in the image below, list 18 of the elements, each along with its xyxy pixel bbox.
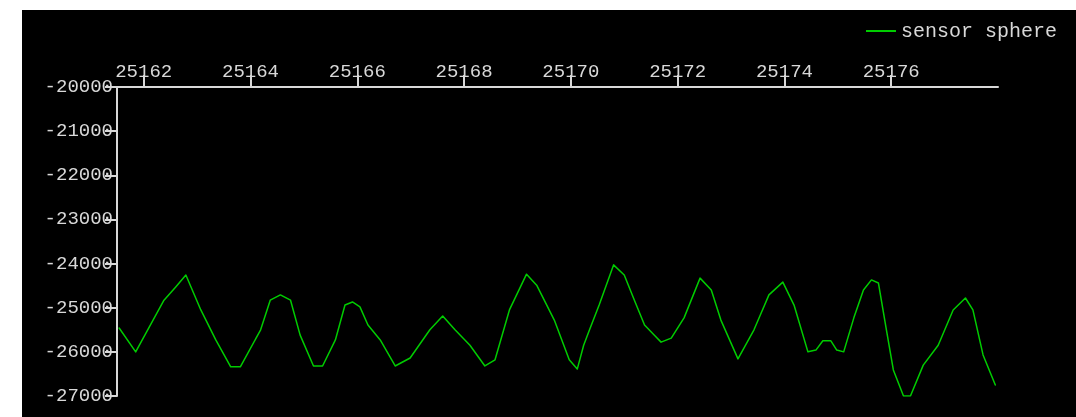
line-series [118,264,997,397]
x-tick-label: 25166 [328,60,386,83]
y-tick-label: -24000 [44,252,113,275]
x-tick-label: 25164 [221,60,279,83]
y-tick-label: -27000 [44,385,113,407]
y-tick-label: -25000 [44,296,113,319]
x-tick-label: 25168 [435,60,493,83]
y-tick-label: -21000 [44,120,113,143]
y-tick-label: -23000 [44,208,113,231]
y-tick-label: -20000 [44,76,113,98]
legend-label: sensor sphere [900,19,1058,43]
x-tick-label: 25174 [755,60,813,83]
x-tick-label: 25170 [542,60,600,83]
y-tick-label: -22000 [44,164,113,187]
y-tick-label: -26000 [44,340,113,363]
x-tick-label: 25172 [649,60,707,83]
x-tick-label: 25176 [862,60,920,83]
x-tick-label: 25162 [115,60,173,83]
